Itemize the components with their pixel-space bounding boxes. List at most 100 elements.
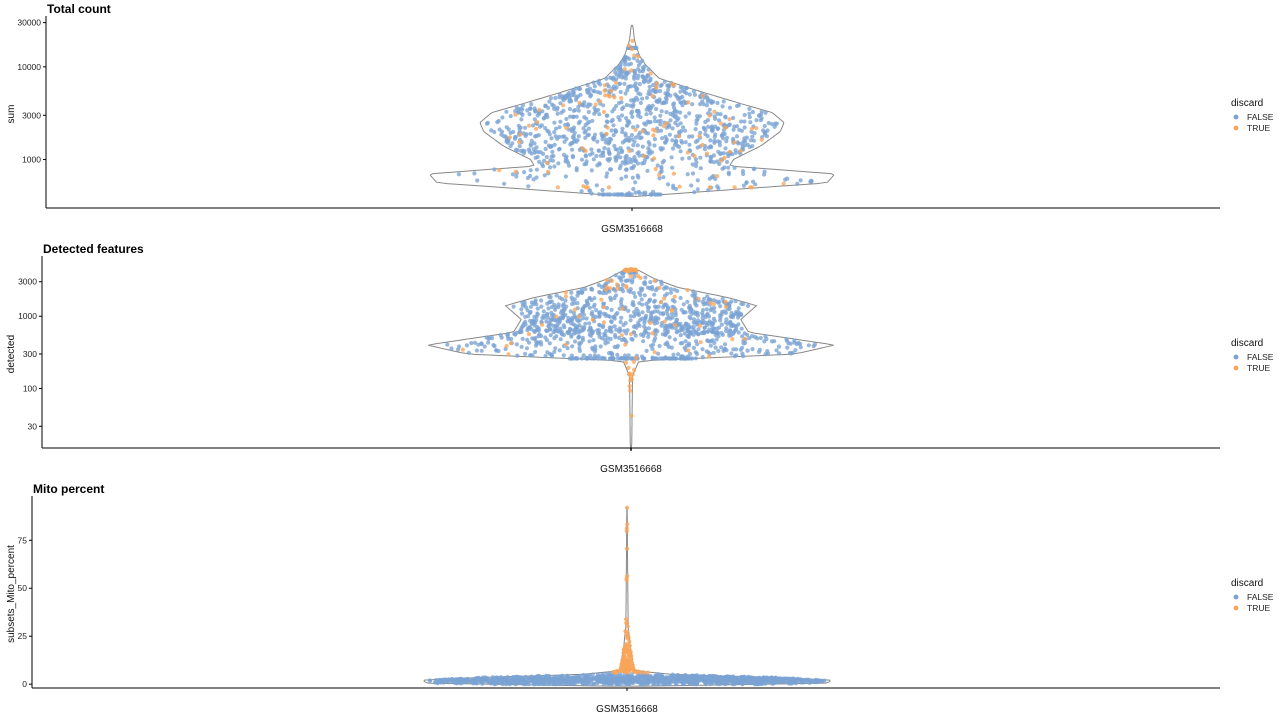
data-point-true — [518, 132, 523, 137]
data-point-false — [736, 306, 741, 311]
y-tick-label: 75 — [18, 535, 28, 545]
data-point-false — [577, 323, 582, 328]
data-point-true — [708, 300, 713, 305]
data-point-false — [673, 139, 679, 144]
data-point-false — [469, 341, 474, 346]
data-point-false — [579, 189, 584, 194]
data-point-true — [700, 93, 706, 98]
data-point-false — [795, 181, 800, 186]
data-point-false — [713, 345, 718, 350]
data-point-false — [661, 158, 667, 163]
data-point-false — [475, 178, 480, 183]
data-point-false — [630, 300, 636, 305]
data-point-false — [549, 136, 554, 141]
data-point-false — [633, 333, 638, 338]
data-point-true — [622, 647, 627, 652]
data-point-false — [784, 338, 790, 343]
data-point-false — [598, 674, 603, 679]
data-point-false — [611, 356, 616, 361]
data-point-false — [654, 89, 660, 94]
data-point-false — [592, 302, 597, 307]
data-point-false — [633, 45, 638, 51]
data-point-false — [523, 674, 528, 680]
data-point-false — [568, 309, 573, 314]
data-point-false — [445, 678, 450, 684]
data-point-false — [513, 147, 519, 152]
data-point-false — [668, 287, 673, 292]
data-point-false — [625, 71, 630, 76]
data-point-false — [642, 158, 648, 163]
data-point-false — [554, 293, 559, 298]
data-point-false — [710, 128, 715, 133]
data-point-false — [814, 678, 819, 684]
data-point-false — [515, 353, 520, 358]
data-point-false — [719, 330, 724, 336]
data-point-true — [534, 126, 539, 131]
data-point-false — [634, 95, 639, 100]
data-point-false — [531, 177, 536, 182]
data-point-false — [777, 351, 782, 356]
data-point-false — [559, 310, 564, 315]
data-point-false — [670, 165, 675, 170]
data-point-false — [542, 173, 547, 178]
data-point-false — [570, 155, 576, 160]
data-point-false — [674, 330, 679, 335]
data-point-false — [587, 339, 592, 344]
data-point-false — [688, 316, 693, 321]
data-point-true — [625, 573, 630, 579]
data-point-true — [707, 185, 713, 190]
data-point-false — [553, 346, 558, 351]
data-point-false — [648, 192, 654, 197]
data-point-false — [581, 126, 586, 131]
data-point-false — [466, 350, 471, 355]
data-point-false — [723, 346, 728, 351]
data-point-false — [532, 141, 537, 146]
data-point-false — [583, 135, 588, 140]
data-point-false — [615, 356, 621, 361]
data-point-false — [695, 145, 700, 150]
data-point-false — [481, 678, 486, 683]
data-point-true — [628, 388, 633, 393]
data-point-true — [640, 129, 646, 134]
data-point-false — [658, 122, 663, 127]
data-point-false — [770, 677, 775, 682]
data-point-false — [576, 121, 582, 126]
data-point-false — [565, 346, 570, 351]
data-point-false — [618, 319, 623, 325]
data-point-false — [613, 128, 618, 133]
data-point-false — [510, 129, 516, 134]
data-point-false — [515, 679, 520, 684]
data-point-false — [564, 680, 569, 685]
data-point-false — [584, 298, 589, 303]
data-point-false — [716, 348, 721, 354]
y-axis-label: sum — [6, 105, 17, 124]
data-point-false — [683, 114, 688, 119]
data-point-false — [592, 105, 597, 110]
data-point-true — [625, 505, 630, 510]
data-point-false — [668, 118, 673, 123]
data-point-false — [484, 121, 490, 126]
data-point-false — [472, 340, 478, 345]
data-point-false — [560, 134, 565, 139]
data-point-false — [531, 301, 536, 307]
data-point-false — [723, 146, 728, 151]
data-point-false — [666, 306, 671, 311]
y-axis-label: subsets_Mito_percent — [6, 545, 17, 643]
data-point-false — [539, 304, 544, 309]
data-point-false — [760, 676, 765, 681]
data-point-false — [570, 344, 575, 349]
data-point-false — [658, 88, 663, 94]
data-point-false — [612, 106, 617, 111]
data-point-true — [611, 670, 616, 675]
data-point-false — [722, 676, 727, 681]
data-point-false — [617, 81, 622, 86]
data-point-false — [445, 342, 450, 347]
data-point-false — [724, 135, 730, 140]
data-point-true — [628, 331, 634, 337]
data-point-false — [677, 679, 682, 684]
y-tick-label: 3000 — [18, 277, 37, 287]
data-point-false — [634, 85, 639, 90]
data-point-true — [625, 522, 630, 527]
data-point-false — [620, 282, 626, 287]
data-point-false — [732, 124, 737, 129]
